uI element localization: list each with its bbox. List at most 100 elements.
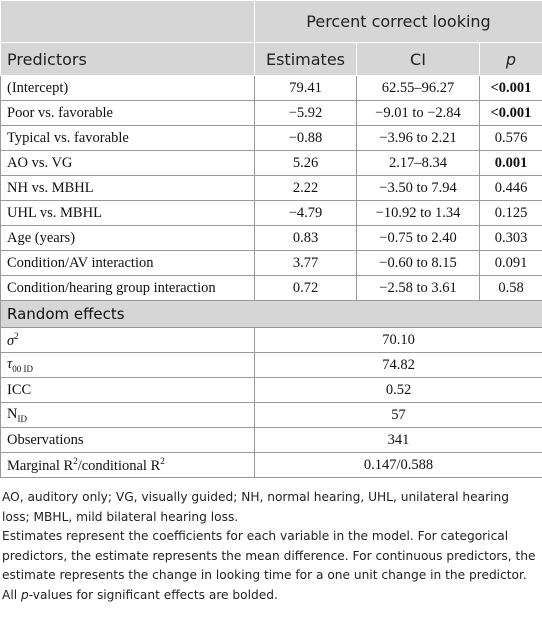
- random-label: ICC: [0, 377, 255, 403]
- predictor: NH vs. MBHL: [0, 175, 255, 201]
- header-row: Predictors Estimates CI p: [0, 42, 542, 76]
- text-part: 2: [160, 455, 165, 466]
- fixed-row: AO vs. VG 5.26 2.17–8.34 0.001: [0, 150, 542, 176]
- predictor: AO vs. VG: [0, 150, 255, 176]
- column-header-text: Predictors: [7, 49, 87, 69]
- fixed-row: (Intercept) 79.41 62.55–96.27 <0.001: [0, 75, 542, 101]
- predictor: Age (years): [0, 225, 255, 251]
- text-part: /conditional R: [77, 457, 161, 474]
- ci: −10.92 to 1.34: [356, 200, 480, 226]
- text-part: p: [20, 587, 29, 602]
- text-part: 2: [73, 455, 78, 466]
- results-table: Percent correct looking Predictors Estima…: [0, 0, 542, 478]
- text-part: ID: [17, 413, 27, 424]
- ci: −0.60 to 8.15: [356, 250, 480, 276]
- ci: −0.75 to 2.40: [356, 225, 480, 251]
- header-cell: [0, 0, 255, 43]
- p-value: <0.001: [479, 75, 542, 101]
- text-part: -values for significant effects are bold…: [28, 587, 278, 602]
- text-part: Marginal R: [7, 457, 74, 474]
- random-label: τ00 ID: [0, 352, 255, 378]
- random-value: 57: [254, 402, 542, 428]
- estimate: 5.26: [254, 150, 357, 176]
- fixed-row: Condition/AV interaction 3.77 −0.60 to 8.1…: [0, 250, 542, 276]
- column-header: CI: [356, 42, 480, 76]
- ci: −9.01 to −2.84: [356, 100, 480, 126]
- predictor: Condition/AV interaction: [0, 250, 255, 276]
- ci: −2.58 to 3.61: [356, 275, 480, 301]
- text-part: ICC: [7, 381, 32, 398]
- ci: −3.50 to 7.94: [356, 175, 480, 201]
- fixed-row: NH vs. MBHL 2.22 −3.50 to 7.94 0.446: [0, 175, 542, 201]
- estimate: 0.72: [254, 275, 357, 301]
- text-part: σ: [7, 332, 15, 349]
- p-value: <0.001: [479, 100, 542, 126]
- predictor: Typical vs. favorable: [0, 125, 255, 151]
- fixed-row: UHL vs. MBHL −4.79 −10.92 to 1.34 0.125: [0, 200, 542, 226]
- random-value: 341: [254, 427, 542, 453]
- estimate: 3.77: [254, 250, 357, 276]
- fixed-row: Condition/hearing group interaction 0.72−…: [0, 275, 542, 301]
- column-header-text: p: [505, 49, 517, 69]
- text-part: AO, auditory only; VG, visually guided; …: [2, 490, 509, 524]
- section-row: Random effects: [0, 300, 542, 328]
- estimate: 79.41: [254, 75, 357, 101]
- column-header-text: CI: [410, 49, 426, 69]
- random-value: 74.82: [254, 352, 542, 378]
- random-label: Marginal R2/conditional R2: [0, 452, 255, 478]
- random-row: σ2 70.10: [0, 327, 542, 353]
- ci: 2.17–8.34: [356, 150, 480, 176]
- table-body: Percent correct looking Predictors Estima…: [0, 0, 542, 478]
- estimate: 0.83: [254, 225, 357, 251]
- column-header: p: [479, 42, 542, 76]
- footnote: AO, auditory only; VG, visually guided; …: [2, 488, 540, 527]
- p-value: 0.303: [479, 225, 542, 251]
- random-row: NID 57: [0, 402, 542, 428]
- random-row: τ00 ID 74.82: [0, 352, 542, 378]
- text-part: All: [2, 587, 21, 602]
- group-header: Percent correct looking: [254, 0, 542, 43]
- ci: 62.55–96.27: [356, 75, 480, 101]
- text-part: 2: [14, 330, 19, 341]
- p-value: 0.091: [479, 250, 542, 276]
- footnote: All p-values for significant effects are…: [2, 586, 540, 606]
- p-value: 0.001: [479, 150, 542, 176]
- random-row: Observations 341: [0, 427, 542, 453]
- column-header: Predictors: [0, 42, 255, 76]
- random-label: σ2: [0, 327, 255, 353]
- estimate: 2.22: [254, 175, 357, 201]
- estimate: −5.92: [254, 100, 357, 126]
- text-part: Estimates represent the coefficients for…: [2, 529, 536, 582]
- predictor: (Intercept): [0, 75, 255, 101]
- random-row: Marginal R2/conditional R2 0.147/0.588: [0, 452, 542, 478]
- predictor: Poor vs. favorable: [0, 100, 255, 126]
- random-label: NID: [0, 402, 255, 428]
- random-value: 0.147/0.588: [254, 452, 542, 478]
- fixed-row: Poor vs. favorable −5.92 −9.01 to −2.84 <0.…: [0, 100, 542, 126]
- footnotes: AO, auditory only; VG, visually guided; …: [0, 478, 542, 605]
- text-part: N: [7, 406, 18, 423]
- column-header-text: Estimates: [265, 49, 345, 69]
- predictor: Condition/hearing group interaction: [0, 275, 255, 301]
- text-part: τ: [7, 356, 13, 373]
- estimate: −4.79: [254, 200, 357, 226]
- column-header: Estimates: [254, 42, 357, 76]
- p-value: 0.125: [479, 200, 542, 226]
- predictor: UHL vs. MBHL: [0, 200, 255, 226]
- text-part: Observations: [7, 431, 84, 448]
- p-value: 0.58: [479, 275, 542, 301]
- fixed-row: Typical vs. favorable −0.88 −3.96 to 2.21 0…: [0, 125, 542, 151]
- random-row: ICC 0.52: [0, 377, 542, 403]
- random-value: 0.52: [254, 377, 542, 403]
- footnote: Estimates represent the coefficients for…: [2, 527, 540, 586]
- ci: −3.96 to 2.21: [356, 125, 480, 151]
- header-row: Percent correct looking: [0, 0, 542, 43]
- p-value: 0.576: [479, 125, 542, 151]
- text-part: 00 ID: [12, 363, 33, 374]
- random-label: Observations: [0, 427, 255, 453]
- random-value: 70.10: [254, 327, 542, 353]
- p-value: 0.446: [479, 175, 542, 201]
- estimate: −0.88: [254, 125, 357, 151]
- fixed-row: Age (years) 0.83 −0.75 to 2.40 0.303: [0, 225, 542, 251]
